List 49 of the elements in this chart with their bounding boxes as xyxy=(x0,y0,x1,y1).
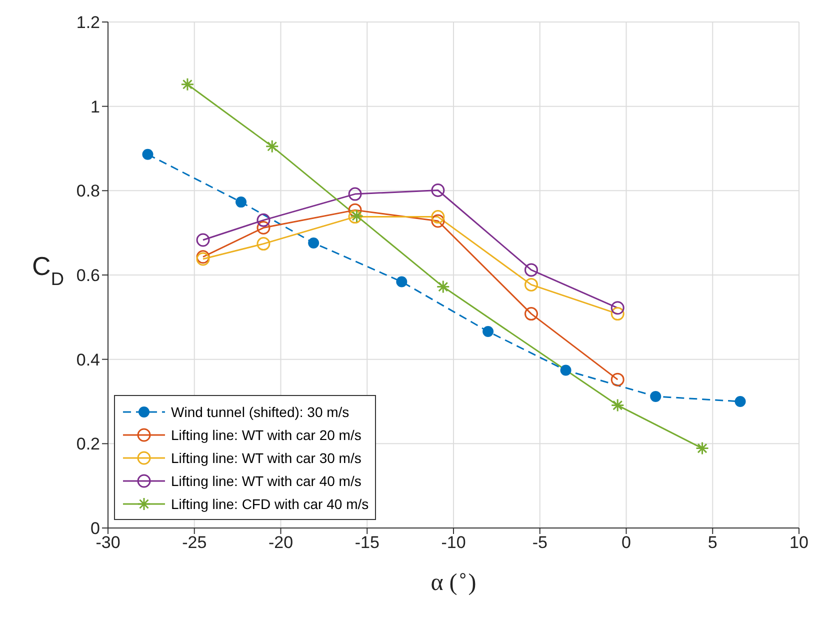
point xyxy=(256,221,270,235)
y-axis-title: C$_{D}$ xyxy=(32,251,64,289)
point xyxy=(431,210,445,224)
point xyxy=(524,307,538,321)
point xyxy=(524,263,538,277)
x-axis-title: α ($^{∘}$) xyxy=(430,566,476,596)
point xyxy=(560,364,572,376)
x-tick-label: 5 xyxy=(708,533,718,552)
point xyxy=(734,396,746,407)
point xyxy=(348,187,362,201)
point xyxy=(196,233,210,247)
point xyxy=(696,442,710,456)
legend-label: Lifting line: WT with car 20 m/s xyxy=(171,426,362,442)
y-tick-label: 0.8 xyxy=(76,182,100,201)
x-tick-label: -15 xyxy=(354,533,380,552)
legend-label: Wind tunnel (shifted): 30 m/s xyxy=(171,404,350,420)
x-tick-label: -25 xyxy=(182,533,207,552)
y-tick-label: 0.6 xyxy=(76,266,100,286)
point xyxy=(265,140,279,154)
point xyxy=(180,78,194,92)
x-tick-label: -20 xyxy=(268,533,294,552)
x-tick-label: 10 xyxy=(790,533,808,552)
point xyxy=(610,372,624,386)
legend-label: Lifting line: WT with car 30 m/s xyxy=(171,450,362,466)
point xyxy=(256,237,270,251)
point xyxy=(142,148,154,160)
point xyxy=(482,326,494,338)
point xyxy=(396,276,408,288)
point xyxy=(308,237,320,248)
point xyxy=(236,196,247,208)
point xyxy=(610,307,624,321)
point xyxy=(431,183,445,197)
x-tick-label: -5 xyxy=(532,533,548,552)
point xyxy=(610,398,624,412)
point xyxy=(610,301,624,315)
point xyxy=(256,213,270,227)
y-tick-label: 1 xyxy=(90,97,100,116)
point xyxy=(524,278,538,292)
point xyxy=(431,214,445,228)
point xyxy=(348,203,362,217)
y-tick-label: 0.2 xyxy=(76,434,100,454)
x-tick-label: 0 xyxy=(622,533,631,552)
y-tick-label: 1.2 xyxy=(76,13,100,32)
point xyxy=(650,390,662,402)
legend-label: Lifting line: CFD with car 40 m/s xyxy=(171,496,369,512)
point xyxy=(436,280,450,294)
x-tick-label: -10 xyxy=(441,533,466,552)
legend-label: Lifting line: WT with car 40 m/s xyxy=(171,472,362,488)
y-tick-label: 0.4 xyxy=(76,350,100,370)
